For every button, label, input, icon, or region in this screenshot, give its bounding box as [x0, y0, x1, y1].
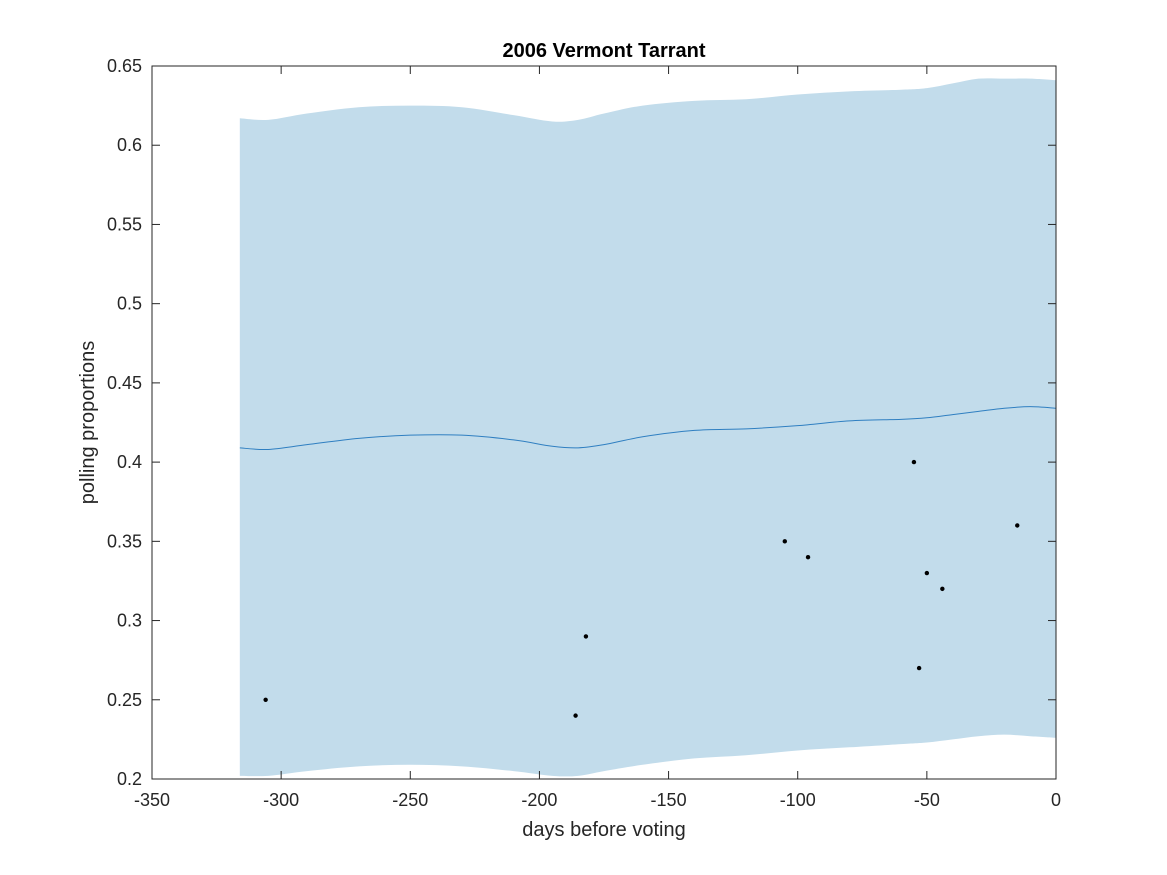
- y-tick-label: 0.3: [117, 611, 142, 631]
- poll-point: [911, 459, 917, 465]
- x-tick-label: -150: [651, 790, 687, 810]
- poll-point: [263, 697, 268, 702]
- chart-title: 2006 Vermont Tarrant: [502, 40, 705, 62]
- poll-point: [805, 554, 811, 560]
- y-tick-label: 0.25: [107, 690, 142, 710]
- poll-points: [263, 459, 1020, 718]
- x-tick-label: -250: [392, 790, 428, 810]
- x-tick-label: -50: [914, 790, 940, 810]
- x-tick-label: -100: [780, 790, 816, 810]
- y-tick-label: 0.2: [117, 769, 142, 789]
- confidence-band: [239, 78, 1056, 777]
- poll-point: [916, 665, 922, 671]
- y-tick-label: 0.6: [117, 135, 142, 155]
- x-tick-label: -350: [134, 790, 170, 810]
- y-tick-label: 0.35: [107, 531, 142, 551]
- axis-ticks: [151, 65, 1057, 780]
- y-tick-label: 0.55: [107, 214, 142, 234]
- poll-point: [940, 586, 945, 592]
- y-tick-labels: 0.2 0.25 0.3 0.35 0.4 0.45 0.5 0.55 0.6 0.65: [107, 56, 142, 789]
- poll-point: [583, 634, 589, 639]
- plot-area: [239, 78, 1057, 777]
- y-axis-label: polling proportions: [77, 341, 99, 504]
- x-tick-label: 0: [1051, 790, 1061, 810]
- poll-point: [924, 570, 930, 576]
- x-axis-label: days before voting: [522, 819, 685, 841]
- x-tick-label: -300: [263, 790, 299, 810]
- axes-box: [151, 65, 1057, 780]
- x-tick-label: -200: [521, 790, 557, 810]
- y-tick-label: 0.4: [117, 452, 142, 472]
- y-tick-label: 0.65: [107, 56, 142, 76]
- mean-line: [239, 406, 1057, 451]
- x-tick-labels: -350 -300 -250 -200 -150 -100 -50 0: [134, 790, 1061, 810]
- poll-point: [782, 539, 787, 544]
- poll-point: [573, 713, 578, 718]
- y-tick-label: 0.5: [117, 294, 142, 314]
- poll-point: [1015, 523, 1020, 528]
- y-tick-label: 0.45: [107, 373, 142, 393]
